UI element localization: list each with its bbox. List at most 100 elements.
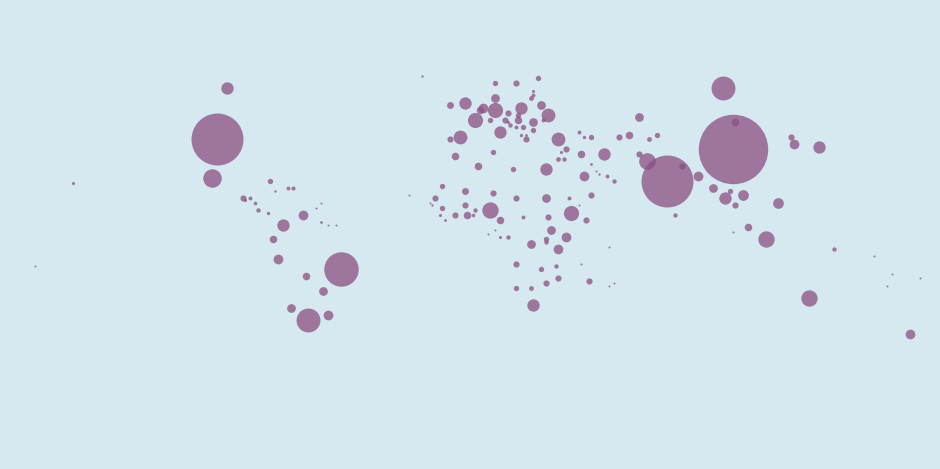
Point: [584, 160, 599, 167]
Point: [602, 243, 617, 250]
Point: [235, 194, 250, 202]
Point: [728, 119, 743, 126]
Point: [602, 282, 617, 289]
Point: [493, 233, 508, 241]
Point: [301, 316, 316, 324]
Point: [606, 177, 621, 185]
Point: [280, 184, 295, 192]
Point: [667, 211, 682, 219]
Point: [584, 192, 599, 199]
Point: [483, 116, 498, 124]
Point: [510, 116, 525, 124]
Point: [525, 87, 540, 94]
Point: [458, 187, 473, 194]
Point: [498, 116, 513, 124]
Point: [525, 302, 540, 309]
Point: [591, 170, 606, 177]
Point: [447, 211, 462, 219]
Point: [458, 99, 473, 106]
Point: [515, 123, 530, 131]
Point: [564, 209, 579, 216]
Point: [539, 280, 554, 287]
Point: [298, 272, 313, 280]
Point: [313, 199, 328, 206]
Point: [427, 194, 442, 202]
Point: [513, 131, 528, 138]
Point: [508, 194, 523, 202]
Point: [437, 216, 452, 224]
Point: [321, 311, 336, 319]
Point: [27, 263, 42, 270]
Point: [488, 106, 503, 114]
Point: [268, 187, 283, 194]
Point: [573, 260, 588, 267]
Point: [425, 202, 440, 209]
Point: [525, 126, 540, 133]
Point: [642, 136, 657, 143]
Point: [771, 199, 786, 206]
Point: [488, 80, 503, 87]
Point: [500, 119, 515, 126]
Point: [467, 116, 482, 124]
Point: [510, 111, 525, 119]
Point: [488, 94, 503, 102]
Point: [442, 101, 457, 109]
Point: [561, 194, 576, 202]
Point: [880, 282, 895, 289]
Point: [540, 214, 556, 221]
Point: [515, 214, 530, 221]
Point: [500, 233, 515, 241]
Point: [588, 167, 603, 175]
Point: [726, 145, 741, 153]
Point: [867, 253, 882, 260]
Point: [784, 133, 799, 141]
Point: [518, 131, 533, 138]
Point: [470, 162, 485, 170]
Point: [493, 216, 508, 224]
Point: [554, 148, 569, 155]
Point: [480, 231, 495, 238]
Point: [539, 235, 554, 243]
Point: [465, 211, 480, 219]
Point: [576, 133, 591, 141]
Point: [551, 155, 566, 163]
Point: [536, 116, 551, 124]
Point: [452, 133, 467, 141]
Point: [485, 148, 500, 155]
Point: [508, 260, 523, 267]
Point: [243, 194, 258, 202]
Point: [483, 206, 498, 214]
Point: [723, 187, 738, 194]
Point: [205, 174, 220, 182]
Point: [434, 182, 449, 189]
Point: [434, 204, 449, 212]
Point: [334, 265, 349, 272]
Point: [902, 331, 917, 338]
Point: [612, 133, 627, 141]
Point: [328, 221, 343, 228]
Point: [275, 221, 290, 228]
Point: [488, 226, 503, 234]
Point: [533, 101, 548, 109]
Point: [551, 245, 566, 253]
Point: [263, 177, 278, 185]
Point: [220, 84, 235, 92]
Point: [728, 202, 743, 209]
Point: [321, 221, 336, 228]
Point: [718, 194, 733, 202]
Point: [572, 202, 587, 209]
Point: [632, 113, 647, 121]
Point: [811, 143, 826, 151]
Point: [576, 172, 591, 180]
Point: [260, 209, 275, 216]
Point: [513, 104, 528, 112]
Point: [540, 111, 556, 119]
Point: [539, 165, 554, 173]
Point: [508, 123, 523, 131]
Point: [524, 241, 539, 248]
Point: [525, 92, 540, 99]
Point: [308, 204, 323, 212]
Point: [690, 172, 705, 180]
Point: [238, 197, 253, 204]
Point: [741, 223, 756, 231]
